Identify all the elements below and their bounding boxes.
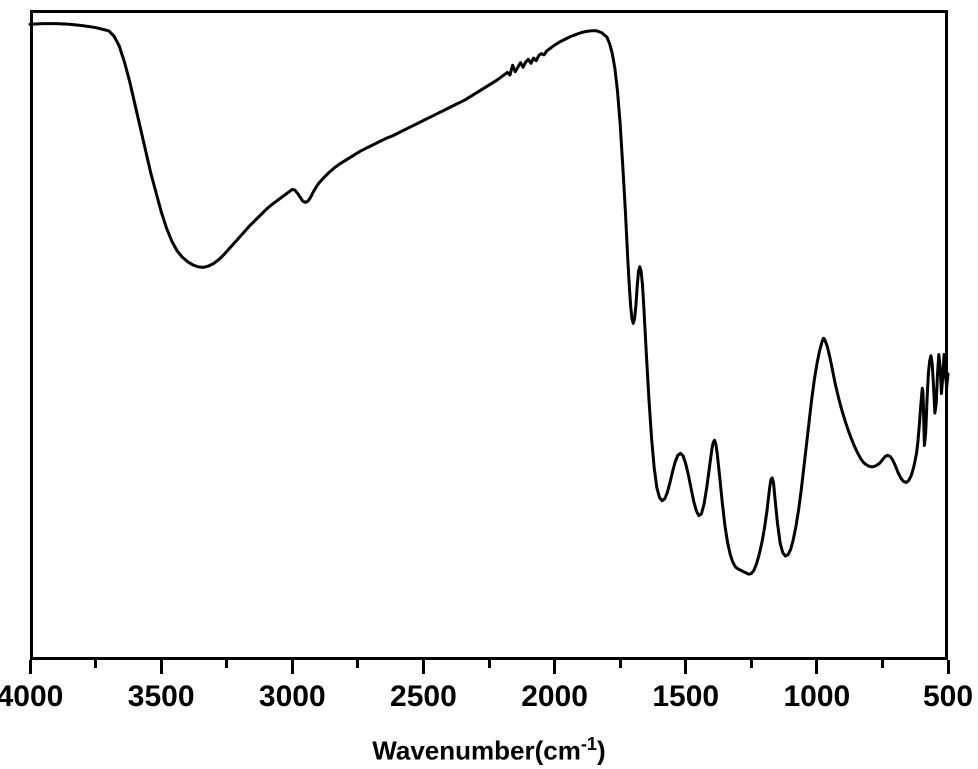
x-tick-minor [881,660,884,668]
x-tick-minor [750,660,753,668]
x-tick-label: 2500 [390,680,457,714]
x-tick-minor [619,660,622,668]
x-tick-label: 4000 [0,680,63,714]
x-tick-label: 3500 [128,680,195,714]
spectrum-line [30,10,948,660]
x-tick-label: 2000 [521,680,588,714]
x-axis-label: Wavenumber(cm-1) [372,734,605,767]
xlabel-suffix: ) [597,736,606,766]
x-tick-minor [94,660,97,668]
x-tick-major [947,660,950,674]
x-tick-label: 1500 [652,680,719,714]
x-tick-major [684,660,687,674]
x-tick-label: 500 [923,680,973,714]
x-tick-major [422,660,425,674]
plot-area [30,10,948,660]
x-tick-major [291,660,294,674]
x-tick-major [160,660,163,674]
x-tick-major [815,660,818,674]
x-tick-minor [356,660,359,668]
x-tick-label: 3000 [259,680,326,714]
x-tick-minor [225,660,228,668]
x-tick-minor [488,660,491,668]
xlabel-prefix: Wavenumber(cm [372,736,581,766]
xlabel-sup: -1 [581,734,597,754]
x-tick-major [553,660,556,674]
chart-container: 4000 3500 3000 2500 2000 1500 1000 500 Wavenumb… [0,0,978,769]
x-tick-major [29,660,32,674]
x-tick-label: 1000 [783,680,850,714]
